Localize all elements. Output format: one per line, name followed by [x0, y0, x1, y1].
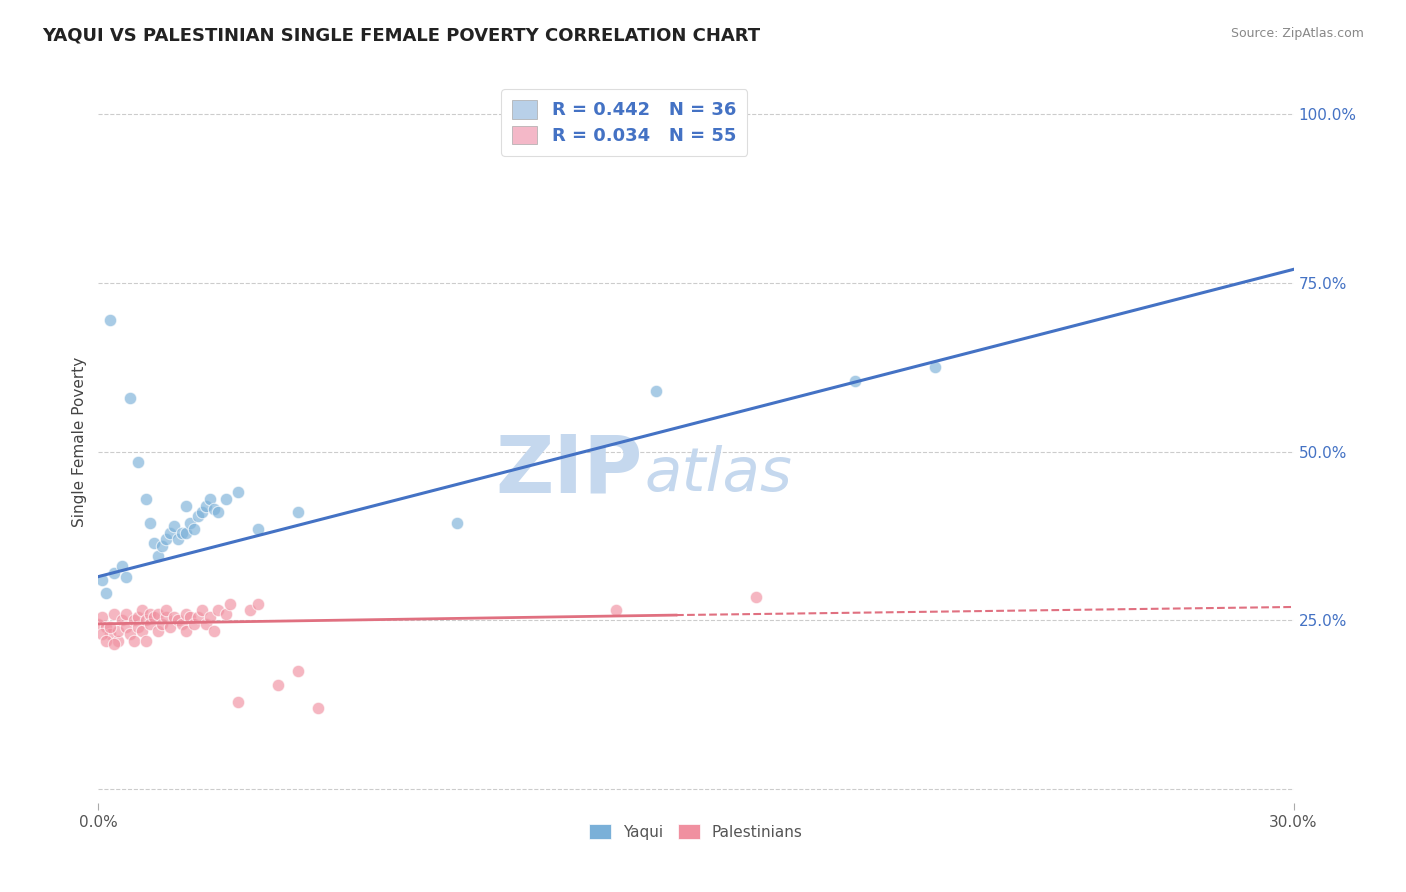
Point [207, 505, 229, 519]
Point [198, 491, 221, 506]
Point [98, 627, 122, 641]
Point [215, 607, 238, 621]
Point [103, 637, 125, 651]
Point [159, 620, 181, 634]
Point [246, 522, 269, 536]
Point [139, 616, 162, 631]
Point [115, 569, 138, 583]
Point [124, 633, 146, 648]
Point [91, 610, 114, 624]
Point [187, 610, 209, 624]
Point [202, 624, 225, 638]
Point [98, 620, 122, 634]
Point [167, 533, 190, 547]
Point [198, 610, 221, 624]
Point [287, 664, 309, 678]
Text: YAQUI VS PALESTINIAN SINGLE FEMALE POVERTY CORRELATION CHART: YAQUI VS PALESTINIAN SINGLE FEMALE POVER… [42, 27, 761, 45]
Point [135, 491, 157, 506]
Point [239, 603, 262, 617]
Point [191, 603, 214, 617]
Point [163, 519, 186, 533]
Point [150, 539, 173, 553]
Point [924, 360, 946, 375]
Point [115, 607, 138, 621]
Point [148, 607, 170, 621]
Point [127, 610, 149, 624]
Point [131, 624, 153, 638]
Point [143, 610, 166, 624]
Point [155, 610, 177, 624]
Point [267, 678, 290, 692]
Point [183, 522, 205, 536]
Text: atlas: atlas [644, 444, 793, 504]
Point [159, 525, 181, 540]
Point [174, 624, 197, 638]
Point [143, 536, 166, 550]
Point [107, 633, 129, 648]
Point [91, 573, 114, 587]
Point [174, 499, 197, 513]
Point [96, 586, 118, 600]
Point [135, 614, 157, 628]
Point [127, 455, 149, 469]
Point [183, 616, 205, 631]
Point [174, 525, 197, 540]
Point [155, 603, 177, 617]
Point [287, 505, 309, 519]
Point [124, 614, 146, 628]
Point [139, 607, 162, 621]
Point [226, 694, 249, 708]
Point [120, 627, 142, 641]
Point [111, 614, 134, 628]
Point [96, 633, 118, 648]
Point [446, 516, 468, 530]
Point [246, 597, 269, 611]
Point [135, 633, 157, 648]
Point [179, 610, 201, 624]
Point [191, 505, 214, 519]
Point [167, 614, 190, 628]
Point [163, 610, 186, 624]
Point [174, 607, 197, 621]
Point [107, 624, 129, 638]
Text: ZIP: ZIP [495, 432, 643, 509]
Point [148, 549, 170, 564]
Point [307, 701, 329, 715]
Text: Source: ZipAtlas.com: Source: ZipAtlas.com [1230, 27, 1364, 40]
Point [148, 624, 170, 638]
Point [150, 616, 173, 631]
Point [111, 559, 134, 574]
Point [131, 603, 153, 617]
Point [155, 533, 177, 547]
Point [226, 485, 249, 500]
Point [844, 374, 866, 388]
Point [87, 616, 110, 631]
Point [103, 607, 125, 621]
Point [195, 499, 218, 513]
Point [745, 590, 768, 604]
Point [91, 627, 114, 641]
Legend: Yaqui, Palestinians: Yaqui, Palestinians [583, 818, 808, 846]
Point [605, 603, 627, 617]
Point [215, 491, 238, 506]
Point [172, 616, 194, 631]
Point [219, 597, 242, 611]
Point [96, 620, 118, 634]
Point [98, 313, 122, 327]
Point [202, 502, 225, 516]
Point [120, 391, 142, 405]
Point [139, 516, 162, 530]
Point [103, 566, 125, 581]
Point [179, 516, 201, 530]
Point [127, 620, 149, 634]
Point [187, 508, 209, 523]
Y-axis label: Single Female Poverty: Single Female Poverty [72, 357, 87, 526]
Point [645, 384, 668, 398]
Point [172, 525, 194, 540]
Point [207, 603, 229, 617]
Point [115, 620, 138, 634]
Point [195, 616, 218, 631]
